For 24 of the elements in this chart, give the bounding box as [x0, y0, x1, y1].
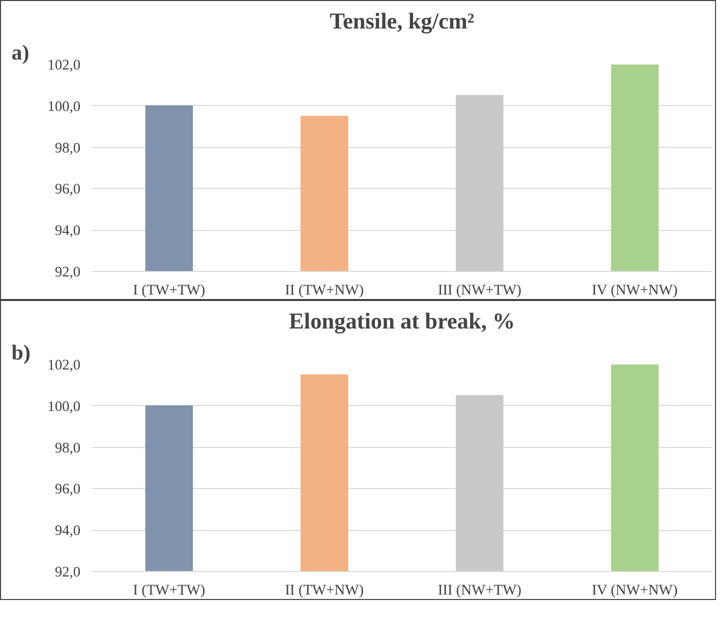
x-tick-label: II (TW+NW): [285, 282, 364, 298]
y-tick-label: 96,0: [54, 182, 81, 198]
text: b): [12, 340, 30, 364]
x-tick-label: IV (NW+NW): [592, 282, 678, 298]
x-tick-label: II (TW+NW): [285, 582, 364, 598]
text: a): [12, 40, 30, 64]
chart-title: Tensile, kg/cm²: [330, 8, 474, 34]
y-tick-label: 100,0: [48, 398, 81, 415]
x-tick-label: I (TW+TW): [133, 282, 206, 298]
y-tick-label: 92,0: [54, 264, 81, 280]
y-tick-label: 96,0: [54, 482, 81, 498]
y-tick-label: 94,0: [54, 223, 81, 240]
y-tick-label: 98,0: [54, 440, 81, 456]
y-tick-label: 102,0: [48, 358, 81, 374]
x-tick-label: I (TW+TW): [133, 582, 206, 598]
x-tick-label: IV (NW+NW): [592, 582, 678, 598]
y-tick-label: 94,0: [54, 523, 81, 540]
y-tick-label: 100,0: [48, 98, 81, 115]
x-tick-label: III (NW+TW): [438, 282, 522, 298]
x-tick-label: III (NW+TW): [438, 582, 522, 598]
y-tick-label: 98,0: [54, 140, 81, 156]
chart-title: Elongation at break, %: [288, 308, 516, 334]
y-tick-label: 102,0: [48, 58, 81, 74]
y-tick-label: 92,0: [54, 564, 81, 580]
